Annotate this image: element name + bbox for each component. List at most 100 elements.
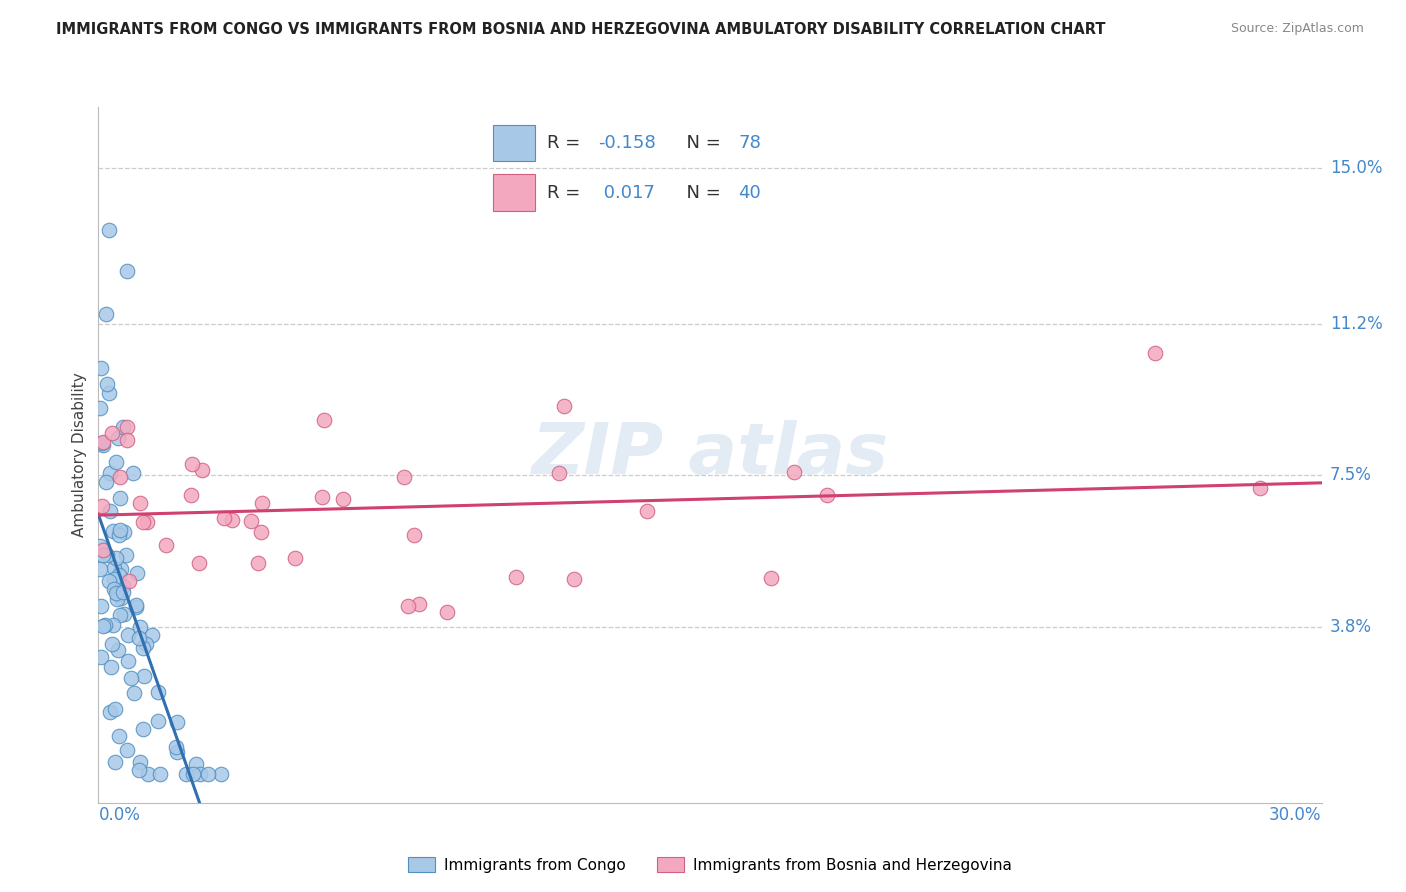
Point [115, 742, 138, 756]
Point [97, 386, 120, 401]
Point [105, 550, 128, 565]
Point [131, 641, 153, 656]
Point [146, 685, 169, 699]
Point [136, 767, 159, 781]
Point [101, 524, 124, 538]
Point [284, 551, 307, 566]
Point [90, 361, 112, 376]
Point [91, 542, 114, 557]
Point [136, 516, 159, 530]
Point [129, 756, 152, 770]
Point [111, 579, 134, 593]
Point [188, 767, 211, 781]
Point [103, 561, 125, 575]
Point [115, 419, 138, 434]
Point [392, 470, 415, 484]
Point [128, 620, 150, 634]
Text: Source: ZipAtlas.com: Source: ZipAtlas.com [1230, 22, 1364, 36]
Point [1143, 345, 1166, 359]
Point [125, 599, 148, 613]
Point [96, 475, 118, 489]
Point [118, 574, 141, 588]
Point [332, 491, 354, 506]
Point [100, 660, 122, 674]
Text: 3.8%: 3.8% [1330, 618, 1372, 636]
Point [91, 500, 114, 514]
Point [120, 671, 142, 685]
Point [124, 599, 146, 614]
Text: 7.5%: 7.5% [1330, 467, 1372, 484]
Point [90, 599, 112, 613]
Point [186, 756, 208, 771]
Point [312, 412, 335, 426]
Point [148, 714, 170, 728]
Point [108, 523, 131, 537]
Point [104, 455, 127, 469]
Point [112, 524, 135, 539]
Point [111, 420, 134, 434]
Point [408, 597, 430, 611]
Point [166, 714, 188, 729]
Point [110, 562, 132, 576]
Point [174, 767, 197, 781]
Text: IMMIGRANTS FROM CONGO VS IMMIGRANTS FROM BOSNIA AND HERZEGOVINA AMBULATORY DISAB: IMMIGRANTS FROM CONGO VS IMMIGRANTS FROM… [56, 22, 1105, 37]
Point [97, 223, 120, 237]
Point [91, 438, 114, 452]
Point [117, 433, 139, 447]
Point [122, 467, 145, 481]
Point [115, 264, 138, 278]
Point [250, 496, 273, 510]
Point [553, 400, 575, 414]
Point [188, 557, 211, 571]
Point [90, 436, 112, 450]
Point [107, 587, 129, 601]
Point [155, 538, 177, 552]
Point [105, 592, 128, 607]
Point [1249, 481, 1271, 495]
Point [104, 701, 127, 715]
Point [110, 491, 132, 505]
Point [117, 628, 139, 642]
Point [89, 562, 111, 576]
Point [103, 618, 125, 632]
Point [149, 767, 172, 781]
Point [141, 628, 163, 642]
Point [815, 488, 838, 502]
Point [127, 566, 149, 581]
Point [96, 377, 118, 392]
Point [96, 549, 118, 563]
Point [107, 431, 129, 445]
Point [101, 425, 124, 440]
Point [124, 686, 146, 700]
Point [221, 513, 243, 527]
Point [436, 605, 458, 619]
Point [311, 491, 333, 505]
Point [115, 548, 138, 562]
Point [104, 755, 127, 769]
Text: ZIP atlas: ZIP atlas [531, 420, 889, 490]
Point [104, 586, 127, 600]
Point [89, 539, 111, 553]
Text: 11.2%: 11.2% [1330, 315, 1382, 333]
Legend: Immigrants from Congo, Immigrants from Bosnia and Herzegovina: Immigrants from Congo, Immigrants from B… [402, 850, 1018, 879]
Point [128, 763, 150, 777]
Point [89, 401, 111, 415]
Point [128, 631, 150, 645]
Point [111, 584, 134, 599]
Point [180, 488, 202, 502]
Point [90, 649, 112, 664]
Point [100, 705, 122, 719]
Text: 30.0%: 30.0% [1270, 806, 1322, 824]
Point [105, 583, 128, 598]
Point [112, 607, 135, 622]
Point [93, 435, 115, 450]
Point [108, 608, 131, 623]
Point [91, 619, 114, 633]
Point [783, 465, 806, 479]
Text: 0.0%: 0.0% [98, 806, 141, 824]
Point [761, 571, 783, 585]
Point [108, 469, 131, 483]
Point [636, 504, 658, 518]
Point [247, 556, 270, 570]
Point [100, 503, 122, 517]
